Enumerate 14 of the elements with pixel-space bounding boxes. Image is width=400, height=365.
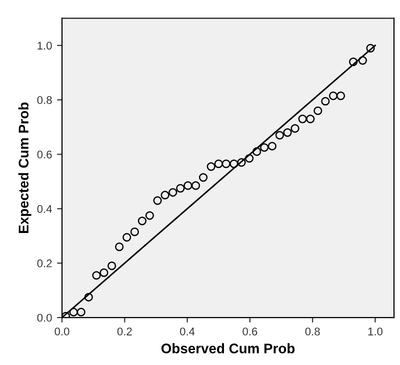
y-tick-label: 0.0 [37, 314, 52, 322]
x-tick-label: 0.2 [117, 328, 132, 336]
x-tick-label: 0.6 [242, 328, 258, 336]
x-tick-label: 0.4 [180, 328, 195, 336]
x-tick-label: 1.0 [368, 328, 382, 336]
x-tick-label: 0.8 [305, 328, 320, 336]
y-tick-label: 0.2 [37, 259, 52, 268]
y-tick-label: 1.0 [38, 42, 52, 50]
x-axis-title: Observed Cum Prob [161, 343, 295, 354]
x-tick-label: 0.0 [54, 328, 70, 336]
y-tick-label: 0.4 [37, 204, 52, 213]
y-tick-label: 0.8 [37, 96, 52, 104]
y-tick-label: 0.6 [37, 150, 52, 158]
y-axis-title: Expected Cum Prob [18, 102, 32, 233]
